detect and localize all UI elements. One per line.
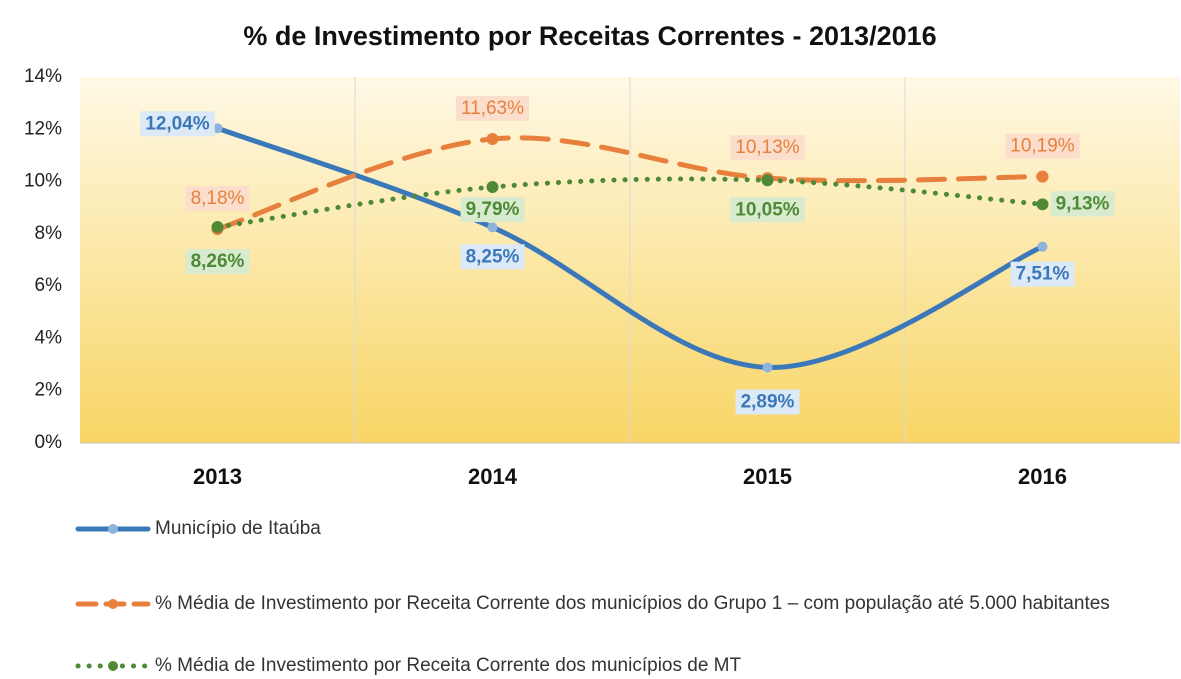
data-label-text: 10,19% <box>1010 136 1075 157</box>
legend-symbol <box>75 524 151 534</box>
y-tick-label: 8% <box>35 223 63 244</box>
data-label: 11,63% <box>455 95 530 121</box>
y-tick-label: 12% <box>24 118 62 139</box>
data-point <box>762 362 773 373</box>
legend-marker <box>108 524 118 534</box>
data-label-box <box>185 249 250 275</box>
y-tick-label: 0% <box>35 432 63 453</box>
data-point <box>761 174 774 187</box>
data-label-text: 8,26% <box>191 251 245 272</box>
data-point <box>1037 241 1048 252</box>
legend-label: Município de Itaúba <box>155 518 321 539</box>
data-label: 7,51% <box>1010 261 1075 287</box>
data-label: 10,05% <box>730 197 805 223</box>
data-label-box <box>1010 261 1075 287</box>
y-tick-label: 4% <box>35 327 63 348</box>
data-point <box>1036 170 1049 183</box>
legend-marker <box>108 661 118 671</box>
data-label-text: 9,13% <box>1056 193 1110 214</box>
data-label-text: 7,51% <box>1016 264 1070 285</box>
data-label-box <box>460 197 525 223</box>
x-tick-label: 2015 <box>743 464 792 489</box>
data-label-box <box>455 95 530 121</box>
data-label-text: 2,89% <box>741 391 795 412</box>
data-label: 9,13% <box>1050 191 1115 217</box>
data-label-text: 11,63% <box>461 98 524 119</box>
y-tick-label: 14% <box>24 66 62 87</box>
data-label-box <box>735 389 800 415</box>
data-label-box <box>1005 133 1080 159</box>
data-label: 8,25% <box>460 244 525 270</box>
legend-symbol <box>75 661 151 671</box>
data-label-box <box>730 135 805 161</box>
y-tick-label: 10% <box>24 171 62 192</box>
data-label-box <box>730 197 805 223</box>
data-label-text: 10,13% <box>735 137 800 158</box>
series-line <box>215 125 1045 370</box>
series-line <box>215 135 1045 232</box>
data-label-box <box>1050 191 1115 217</box>
legend-marker <box>108 599 118 609</box>
data-label-text: 9,79% <box>466 199 520 220</box>
data-label-box <box>185 186 250 212</box>
data-label: 9,79% <box>460 197 525 223</box>
data-label-box <box>460 244 525 270</box>
data-label: 12,04% <box>140 111 215 137</box>
legend-entry: % Média de Investimento por Receita Corr… <box>75 655 1145 677</box>
data-label-text: 12,04% <box>145 113 210 134</box>
legend-label: % Média de Investimento por Receita Corr… <box>155 655 742 676</box>
data-label-box <box>140 111 215 137</box>
y-tick-label: 6% <box>35 275 63 296</box>
x-tick-label: 2014 <box>468 464 518 489</box>
y-tick-label: 2% <box>35 380 63 401</box>
data-label-text: 10,05% <box>735 199 800 220</box>
data-label: 8,18% <box>185 186 250 212</box>
data-label-text: 8,25% <box>466 246 520 267</box>
legend-label: % Média de Investimento por Receita Corr… <box>155 593 1110 614</box>
data-point <box>486 181 499 194</box>
x-tick-label: 2016 <box>1018 464 1067 489</box>
data-label: 10,19% <box>1005 133 1080 159</box>
data-point <box>1036 198 1049 211</box>
data-point <box>212 123 223 134</box>
chart: % de Investimento por Receitas Correntes… <box>24 21 1180 489</box>
data-point <box>487 222 498 233</box>
data-point <box>211 221 224 234</box>
legend-symbol <box>75 599 151 609</box>
legend-entry: Município de Itaúba <box>75 518 1145 540</box>
data-label: 8,26% <box>185 249 250 275</box>
series-line <box>215 176 1045 230</box>
data-label: 10,13% <box>730 135 805 161</box>
x-tick-label: 2013 <box>193 464 242 489</box>
data-label-text: 8,18% <box>191 188 245 209</box>
legend-entry: % Média de Investimento por Receita Corr… <box>75 593 1145 615</box>
data-label: 2,89% <box>735 389 800 415</box>
chart-title: % de Investimento por Receitas Correntes… <box>243 21 936 51</box>
data-point <box>486 132 499 145</box>
